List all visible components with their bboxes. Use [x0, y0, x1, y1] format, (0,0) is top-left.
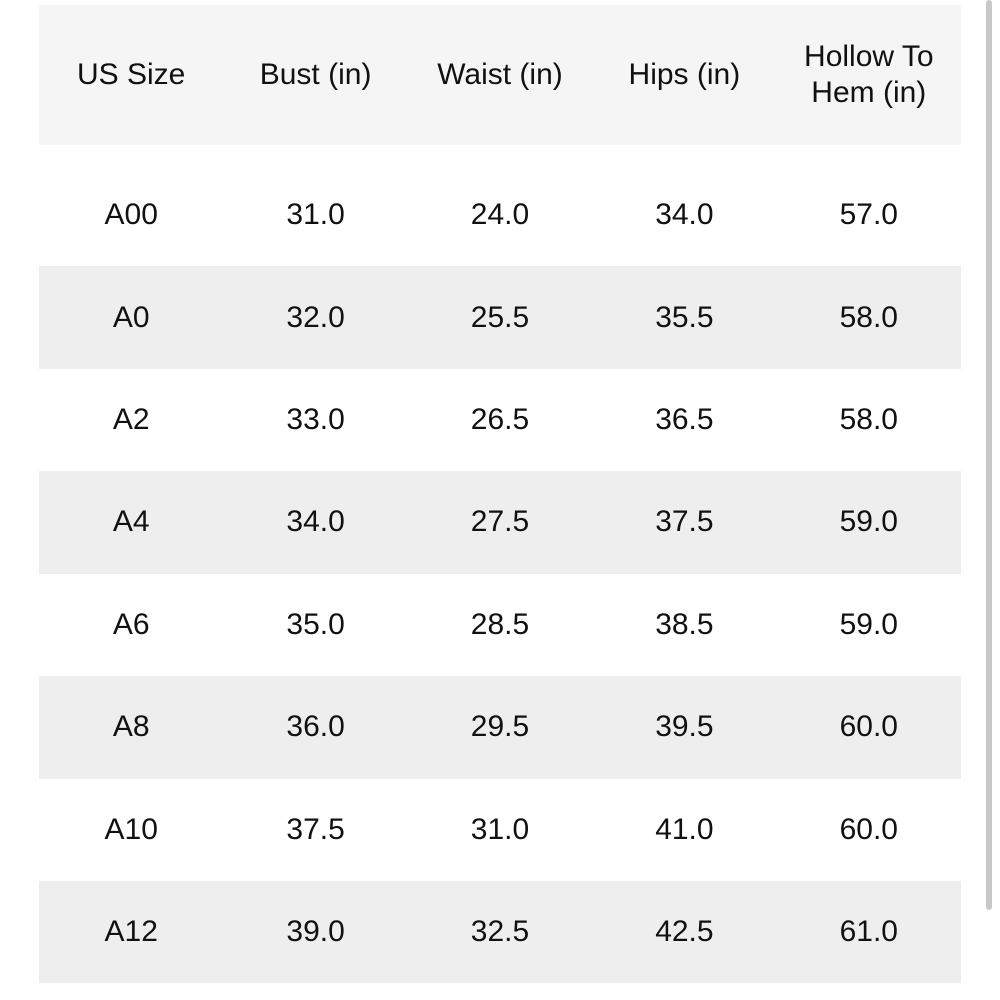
table-cell: 59.0	[839, 505, 898, 539]
table-cell: 31.0	[470, 812, 530, 846]
table-cell: 31.0	[286, 198, 345, 232]
table-cell: 39.0	[286, 915, 345, 949]
table-cell: 25.5	[470, 300, 530, 334]
table-cell: A6	[112, 607, 150, 641]
table-row: A10 37.5 31.0 41.0 60.0	[39, 778, 961, 881]
table-cell: 33.0	[286, 403, 345, 437]
table-cell: 58.0	[839, 403, 898, 437]
table-cell: 35.0	[286, 607, 345, 641]
table-cell: 32.5	[470, 915, 530, 949]
table-cell: A8	[112, 710, 150, 744]
table-cell: 59.0	[839, 607, 898, 641]
table-cell: 36.0	[286, 710, 345, 744]
table-cell: A4	[112, 505, 150, 539]
table-row: A12 39.0 32.5 42.5 61.0	[39, 880, 961, 984]
table-cell: 37.5	[655, 505, 714, 539]
table-cell: 37.5	[286, 812, 345, 846]
table-cell: A00	[104, 198, 158, 232]
table-cell: 32.0	[286, 300, 345, 334]
table-cell: A12	[104, 915, 158, 949]
column-header: US Size	[77, 58, 186, 91]
table-cell: 35.5	[655, 300, 714, 334]
table-row: A00 31.0 24.0 34.0 57.0	[39, 164, 961, 267]
table-row: A0 32.0 25.5 35.5 58.0	[39, 266, 961, 369]
table-cell: 60.0	[839, 812, 898, 846]
table-cell: 34.0	[655, 198, 714, 232]
table-cell: 39.5	[655, 710, 714, 744]
table-cell: A10	[104, 812, 158, 846]
table-cell: 41.0	[655, 812, 714, 846]
table-cell: 26.5	[470, 403, 530, 437]
column-header: Waist (in)	[437, 58, 563, 91]
table-row: A8 36.0 29.5 39.5 60.0	[39, 676, 961, 779]
table-cell: 38.5	[655, 607, 714, 641]
table-cell: 61.0	[839, 915, 898, 949]
table-cell: 36.5	[655, 403, 714, 437]
scrollbar[interactable]	[986, 0, 992, 910]
table-cell: 58.0	[839, 300, 898, 334]
column-header: Hips (in)	[628, 58, 741, 91]
table-cell: 24.0	[470, 198, 530, 232]
table-cell: 29.5	[470, 710, 530, 744]
column-header: Hollow To Hem (in)	[804, 40, 934, 109]
table-cell: 34.0	[286, 505, 345, 539]
column-header: Bust (in)	[259, 58, 372, 91]
table-row: A4 34.0 27.5 37.5 59.0	[39, 471, 961, 574]
table-cell: A2	[112, 403, 150, 437]
table-cell: 27.5	[470, 505, 530, 539]
table-cell: 28.5	[470, 607, 530, 641]
table-cell: 42.5	[655, 915, 714, 949]
table-row: A2 33.0 26.5 36.5 58.0	[39, 369, 961, 472]
table-header: US Size Bust (in) Waist (in) Hips (in) Hollo…	[39, 5, 961, 145]
table-cell: 57.0	[839, 198, 898, 232]
table-row: A6 35.0 28.5 38.5 59.0	[39, 574, 961, 677]
table-cell: 60.0	[839, 710, 898, 744]
table-cell: A0	[112, 300, 150, 334]
